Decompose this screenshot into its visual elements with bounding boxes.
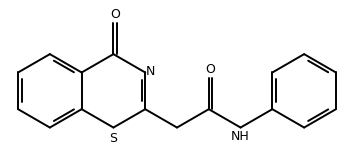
Text: S: S (109, 132, 118, 145)
Text: NH: NH (231, 130, 250, 143)
Text: N: N (146, 65, 155, 78)
Text: O: O (110, 8, 120, 21)
Text: O: O (206, 63, 216, 76)
